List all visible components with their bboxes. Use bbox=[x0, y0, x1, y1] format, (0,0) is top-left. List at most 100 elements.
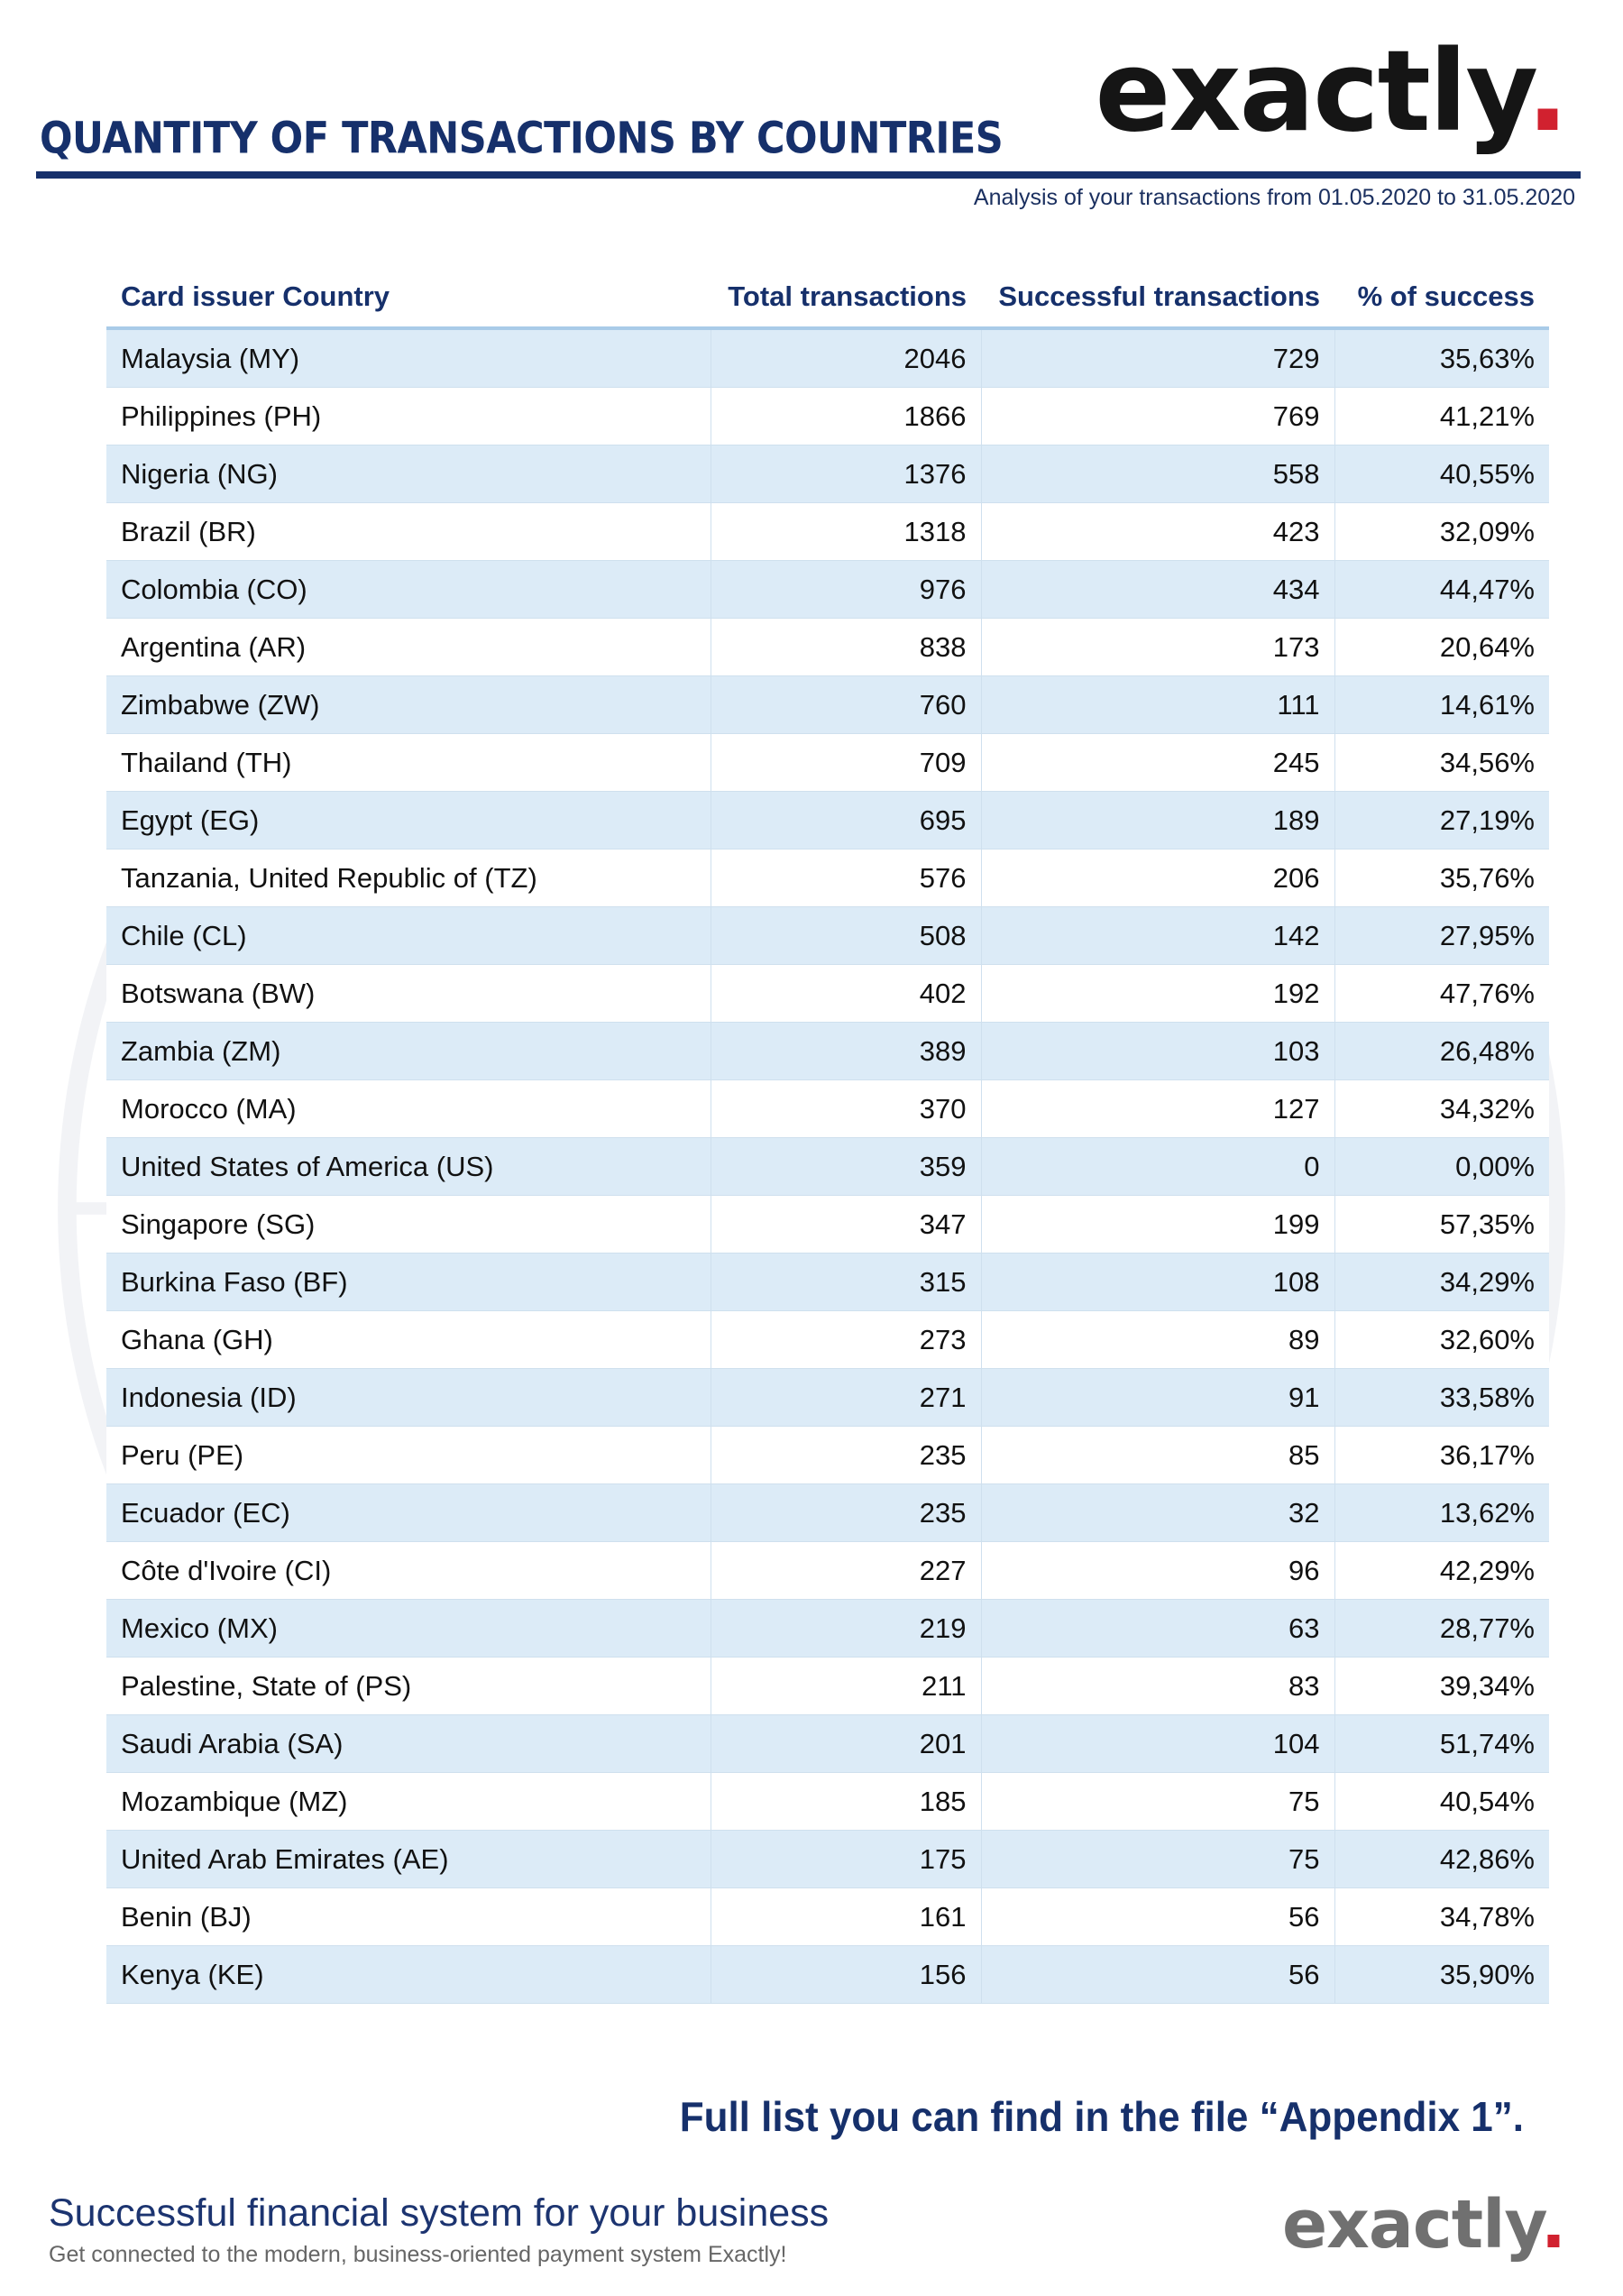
table-row: Malaysia (MY) 2046 729 35,63% bbox=[106, 328, 1549, 388]
success-rate-cell: 35,90% bbox=[1334, 1945, 1549, 2004]
footer-subtext: Get connected to the modern, business-or… bbox=[49, 2242, 787, 2267]
table-row: United States of America (US) 359 0 0,00% bbox=[106, 1137, 1549, 1196]
successful-transactions-cell: 142 bbox=[980, 906, 1334, 965]
table-row: Palestine, State of (PS) 211 83 39,34% bbox=[106, 1657, 1549, 1715]
successful-transactions-cell: 189 bbox=[980, 791, 1334, 850]
country-cell: Saudi Arabia (SA) bbox=[106, 1714, 711, 1773]
success-rate-cell: 34,29% bbox=[1334, 1253, 1549, 1311]
total-transactions-cell: 508 bbox=[710, 906, 981, 965]
total-transactions-cell: 211 bbox=[710, 1657, 981, 1715]
total-transactions-cell: 347 bbox=[710, 1195, 981, 1254]
table-row: Ecuador (EC) 235 32 13,62% bbox=[106, 1483, 1549, 1542]
table-row: Egypt (EG) 695 189 27,19% bbox=[106, 791, 1549, 850]
successful-transactions-cell: 104 bbox=[980, 1714, 1334, 1773]
total-transactions-cell: 273 bbox=[710, 1310, 981, 1369]
table-row: Saudi Arabia (SA) 201 104 51,74% bbox=[106, 1714, 1549, 1773]
column-header-total: Total transactions bbox=[711, 267, 981, 330]
successful-transactions-cell: 91 bbox=[980, 1368, 1334, 1427]
transactions-table: Card issuer Country Total transactions S… bbox=[106, 267, 1549, 2004]
success-rate-cell: 13,62% bbox=[1334, 1483, 1549, 1542]
country-cell: Philippines (PH) bbox=[106, 387, 711, 445]
table-row: Côte d'Ivoire (CI) 227 96 42,29% bbox=[106, 1541, 1549, 1600]
country-cell: United Arab Emirates (AE) bbox=[106, 1830, 711, 1888]
total-transactions-cell: 1318 bbox=[710, 502, 981, 561]
table-row: Peru (PE) 235 85 36,17% bbox=[106, 1426, 1549, 1484]
success-rate-cell: 35,76% bbox=[1334, 849, 1549, 907]
table-row: Indonesia (ID) 271 91 33,58% bbox=[106, 1368, 1549, 1427]
total-transactions-cell: 235 bbox=[710, 1483, 981, 1542]
successful-transactions-cell: 127 bbox=[980, 1079, 1334, 1138]
success-rate-cell: 36,17% bbox=[1334, 1426, 1549, 1484]
country-cell: Egypt (EG) bbox=[106, 791, 711, 850]
successful-transactions-cell: 75 bbox=[980, 1772, 1334, 1831]
successful-transactions-cell: 173 bbox=[980, 618, 1334, 676]
success-rate-cell: 42,86% bbox=[1334, 1830, 1549, 1888]
country-cell: Nigeria (NG) bbox=[106, 445, 711, 503]
country-cell: Kenya (KE) bbox=[106, 1945, 711, 2004]
success-rate-cell: 34,32% bbox=[1334, 1079, 1549, 1138]
successful-transactions-cell: 103 bbox=[980, 1022, 1334, 1080]
successful-transactions-cell: 0 bbox=[980, 1137, 1334, 1196]
success-rate-cell: 27,19% bbox=[1334, 791, 1549, 850]
table-header-row: Card issuer Country Total transactions S… bbox=[106, 267, 1549, 330]
country-cell: Chile (CL) bbox=[106, 906, 711, 965]
total-transactions-cell: 760 bbox=[710, 675, 981, 734]
table-row: Thailand (TH) 709 245 34,56% bbox=[106, 733, 1549, 792]
success-rate-cell: 35,63% bbox=[1334, 328, 1549, 388]
success-rate-cell: 32,60% bbox=[1334, 1310, 1549, 1369]
successful-transactions-cell: 89 bbox=[980, 1310, 1334, 1369]
total-transactions-cell: 576 bbox=[710, 849, 981, 907]
success-rate-cell: 27,95% bbox=[1334, 906, 1549, 965]
success-rate-cell: 26,48% bbox=[1334, 1022, 1549, 1080]
total-transactions-cell: 402 bbox=[710, 964, 981, 1023]
table-row: Benin (BJ) 161 56 34,78% bbox=[106, 1887, 1549, 1946]
total-transactions-cell: 2046 bbox=[710, 328, 981, 388]
success-rate-cell: 32,09% bbox=[1334, 502, 1549, 561]
success-rate-cell: 33,58% bbox=[1334, 1368, 1549, 1427]
country-cell: Côte d'Ivoire (CI) bbox=[106, 1541, 711, 1600]
success-rate-cell: 44,47% bbox=[1334, 560, 1549, 619]
total-transactions-cell: 185 bbox=[710, 1772, 981, 1831]
country-cell: Colombia (CO) bbox=[106, 560, 711, 619]
successful-transactions-cell: 111 bbox=[980, 675, 1334, 734]
total-transactions-cell: 219 bbox=[710, 1599, 981, 1658]
successful-transactions-cell: 558 bbox=[980, 445, 1334, 503]
analysis-period: Analysis of your transactions from 01.05… bbox=[973, 185, 1575, 210]
column-header-success-rate: % of success bbox=[1334, 267, 1549, 330]
footer-tagline: Successful financial system for your bus… bbox=[49, 2191, 830, 2235]
total-transactions-cell: 271 bbox=[710, 1368, 981, 1427]
table-row: Zimbabwe (ZW) 760 111 14,61% bbox=[106, 675, 1549, 734]
country-cell: Malaysia (MY) bbox=[106, 328, 711, 388]
success-rate-cell: 20,64% bbox=[1334, 618, 1549, 676]
total-transactions-cell: 201 bbox=[710, 1714, 981, 1773]
success-rate-cell: 57,35% bbox=[1334, 1195, 1549, 1254]
table-row: Brazil (BR) 1318 423 32,09% bbox=[106, 502, 1549, 561]
total-transactions-cell: 235 bbox=[710, 1426, 981, 1484]
success-rate-cell: 39,34% bbox=[1334, 1657, 1549, 1715]
table-row: Philippines (PH) 1866 769 41,21% bbox=[106, 387, 1549, 445]
country-cell: Tanzania, United Republic of (TZ) bbox=[106, 849, 711, 907]
country-cell: Benin (BJ) bbox=[106, 1887, 711, 1946]
total-transactions-cell: 370 bbox=[710, 1079, 981, 1138]
table-row: Colombia (CO) 976 434 44,47% bbox=[106, 560, 1549, 619]
country-cell: Singapore (SG) bbox=[106, 1195, 711, 1254]
total-transactions-cell: 976 bbox=[710, 560, 981, 619]
table-row: Nigeria (NG) 1376 558 40,55% bbox=[106, 445, 1549, 503]
page-title: QUANTITY OF TRANSACTIONS BY COUNTRIES bbox=[40, 114, 1004, 164]
total-transactions-cell: 315 bbox=[710, 1253, 981, 1311]
total-transactions-cell: 389 bbox=[710, 1022, 981, 1080]
table-row: Botswana (BW) 402 192 47,76% bbox=[106, 964, 1549, 1023]
country-cell: Zambia (ZM) bbox=[106, 1022, 711, 1080]
table-row: Burkina Faso (BF) 315 108 34,29% bbox=[106, 1253, 1549, 1311]
total-transactions-cell: 359 bbox=[710, 1137, 981, 1196]
successful-transactions-cell: 32 bbox=[980, 1483, 1334, 1542]
column-header-successful: Successful transactions bbox=[981, 267, 1334, 330]
table-row: Argentina (AR) 838 173 20,64% bbox=[106, 618, 1549, 676]
table-row: Kenya (KE) 156 56 35,90% bbox=[106, 1945, 1549, 2004]
successful-transactions-cell: 75 bbox=[980, 1830, 1334, 1888]
exactly-logo-footer: exactly. bbox=[1281, 2186, 1566, 2264]
total-transactions-cell: 1866 bbox=[710, 387, 981, 445]
total-transactions-cell: 1376 bbox=[710, 445, 981, 503]
total-transactions-cell: 175 bbox=[710, 1830, 981, 1888]
success-rate-cell: 51,74% bbox=[1334, 1714, 1549, 1773]
